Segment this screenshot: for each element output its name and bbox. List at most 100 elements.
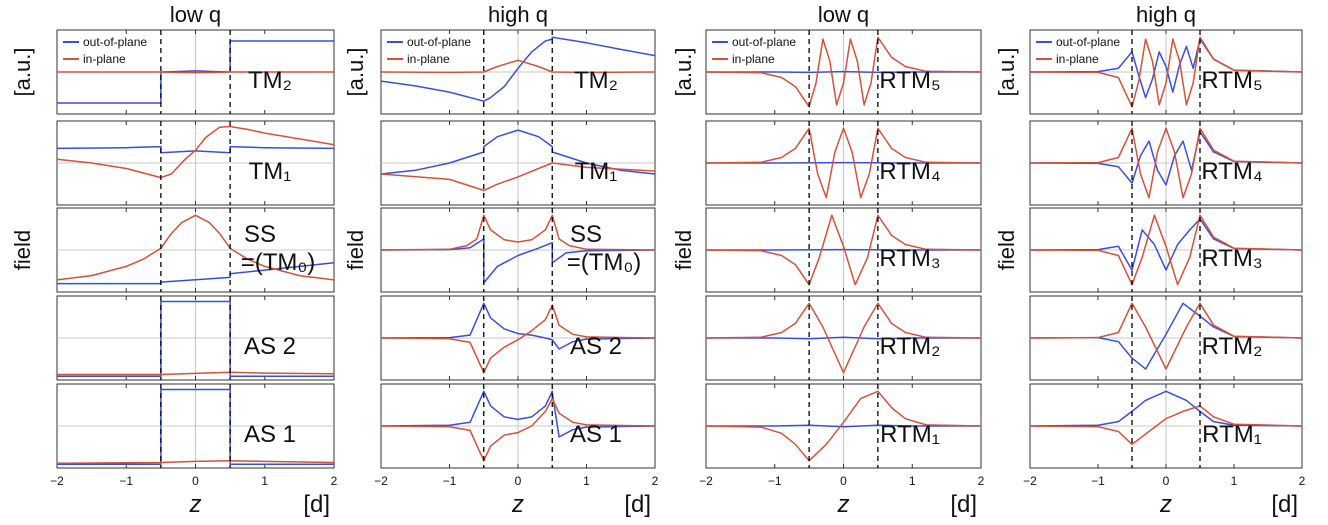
- column-title: high q: [1136, 2, 1196, 27]
- panel-4: RTM₂: [1029, 295, 1303, 381]
- x-tick-label: −2: [699, 474, 713, 488]
- series-in-plane: [1029, 302, 1303, 370]
- series-in-plane: [1029, 405, 1303, 446]
- series-in-plane: [57, 71, 334, 74]
- series-in-plane: [705, 390, 982, 462]
- series-out-of-plane: [57, 262, 335, 285]
- series-out-of-plane: [1029, 131, 1303, 186]
- mode-label: RTM₅: [1201, 67, 1262, 94]
- series-out-of-plane: [706, 336, 981, 340]
- ylabel-units: [a.u.]: [671, 48, 696, 97]
- x-tick-label: 2: [1299, 474, 1306, 488]
- x-tick-label: 0: [1163, 474, 1170, 488]
- x-tick-label: −2: [50, 474, 64, 488]
- series-in-plane: [1029, 36, 1303, 108]
- mode-label: RTM₄: [879, 158, 940, 185]
- series-out-of-plane: [380, 390, 656, 438]
- series-in-plane: [380, 214, 656, 251]
- ylabel-field: field: [343, 230, 368, 270]
- x-tick-label: −1: [768, 474, 782, 488]
- x-tick-label: −1: [119, 474, 133, 488]
- mode-label: AS 2: [244, 333, 296, 360]
- column-3: low q [a.u.] field RTM₅ out-of-plane in-plane…: [671, 2, 985, 518]
- x-axis-unit: [d]: [624, 491, 651, 518]
- mode-label: RTM₂: [880, 333, 941, 360]
- mode-label: TM₁: [249, 158, 292, 185]
- x-tick-label: 0: [192, 474, 199, 488]
- series-out-of-plane: [380, 36, 656, 102]
- column-title: high q: [488, 2, 548, 27]
- series-out-of-plane: [57, 300, 334, 378]
- legend-entry: out-of-plane: [83, 35, 147, 49]
- legend-entry: in-plane: [407, 52, 450, 66]
- x-tick-label: 2: [652, 474, 659, 488]
- ylabel-units: [a.u.]: [994, 48, 1019, 97]
- legend-entry: in-plane: [83, 52, 126, 66]
- ylabel-units: [a.u.]: [343, 48, 368, 97]
- ylabel-field: field: [671, 230, 696, 270]
- panel-5: AS 1: [380, 383, 656, 469]
- mode-label: RTM₁: [1202, 421, 1262, 448]
- mode-label: TM₂: [248, 67, 292, 94]
- x-axis-label: z: [189, 491, 202, 518]
- panel-5: RTM₁: [1029, 383, 1303, 469]
- panel-1: RTM₅ out-of-plane in-plane: [1029, 29, 1303, 115]
- series-in-plane: [380, 162, 656, 192]
- series-in-plane: [705, 36, 982, 108]
- mode-label: RTM₁: [880, 421, 940, 448]
- ylabel-units: [a.u.]: [10, 48, 35, 97]
- panel-2: TM₁: [56, 120, 335, 206]
- x-tick-label: −2: [1023, 474, 1037, 488]
- legend: out-of-plane in-plane: [1036, 35, 1120, 66]
- x-axis-label: z: [837, 491, 850, 518]
- series-out-of-plane: [57, 388, 334, 466]
- series-in-plane: [57, 371, 335, 376]
- legend: out-of-plane in-plane: [712, 35, 796, 66]
- panel-4: RTM₂: [705, 295, 982, 381]
- x-axis-unit: [d]: [950, 491, 977, 518]
- column-2: high q [a.u.] field TM₂ out-of-plane in-plane…: [343, 2, 659, 518]
- panel-5: AS 1: [56, 383, 335, 469]
- mode-label: RTM₄: [1201, 158, 1262, 185]
- series-in-plane: [705, 127, 982, 199]
- series-in-plane: [56, 125, 335, 179]
- panel-3: RTM₃: [1029, 207, 1303, 293]
- mode-label: SS =(TM₀): [567, 221, 642, 276]
- series-in-plane: [380, 304, 656, 374]
- series-in-plane: [56, 214, 335, 281]
- series-in-plane: [380, 59, 656, 74]
- x-tick-label: −1: [1091, 474, 1105, 488]
- mode-label: AS 2: [570, 333, 622, 360]
- series-in-plane: [705, 302, 982, 374]
- x-axis-label: z: [1159, 491, 1172, 518]
- panel-2: RTM₄: [1029, 120, 1303, 206]
- mode-label: AS 1: [244, 421, 296, 448]
- x-tick-label: 2: [978, 474, 985, 488]
- x-tick-label: 2: [331, 474, 338, 488]
- column-4: high q [a.u.] field RTM₅ out-of-plane in-plan…: [994, 2, 1306, 518]
- legend: out-of-plane in-plane: [63, 35, 147, 66]
- ylabel-field: field: [994, 230, 1019, 270]
- mode-label: TM₂: [574, 67, 618, 94]
- panel-3: SS =(TM₀): [380, 207, 656, 293]
- x-tick-label: 0: [840, 474, 847, 488]
- panel-2: RTM₄: [705, 120, 982, 206]
- legend-entry: out-of-plane: [732, 35, 796, 49]
- panel-3: RTM₃: [705, 207, 982, 293]
- mode-label: AS 1: [570, 421, 622, 448]
- series-in-plane: [705, 214, 982, 286]
- x-tick-label: 1: [909, 474, 916, 488]
- column-title: low q: [170, 2, 221, 27]
- x-axis-unit: [d]: [1271, 491, 1298, 518]
- series-in-plane: [1029, 127, 1303, 199]
- mode-label: RTM₂: [1202, 333, 1263, 360]
- panel-5: RTM₁: [705, 383, 982, 469]
- legend-entry: in-plane: [732, 52, 775, 66]
- series-out-of-plane: [1029, 302, 1303, 370]
- x-tick-label: 0: [515, 474, 522, 488]
- x-tick-label: 1: [1231, 474, 1238, 488]
- panel-1: RTM₅ out-of-plane in-plane: [705, 29, 982, 115]
- x-axis-label: z: [511, 491, 524, 518]
- series-out-of-plane: [380, 238, 656, 284]
